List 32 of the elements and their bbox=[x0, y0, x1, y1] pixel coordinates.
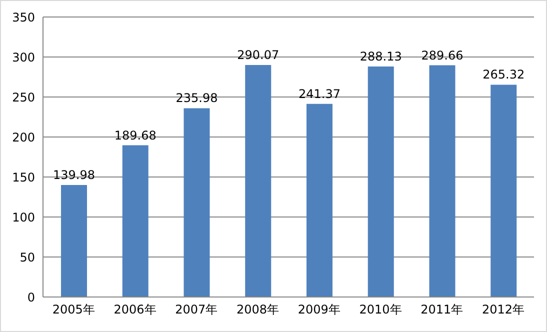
data-label: 265.32 bbox=[482, 68, 525, 82]
x-tick-label: 2008年 bbox=[236, 302, 280, 317]
bar bbox=[429, 65, 456, 297]
x-tick-label: 2005年 bbox=[52, 302, 95, 317]
data-label: 289.66 bbox=[421, 48, 464, 62]
y-tick-label: 150 bbox=[12, 170, 35, 184]
x-tick-label: 2007年 bbox=[175, 302, 218, 317]
data-label: 235.98 bbox=[176, 91, 218, 106]
data-label: 288.13 bbox=[360, 49, 402, 64]
bar bbox=[245, 64, 272, 297]
x-tick-label: 2009年 bbox=[298, 302, 340, 317]
y-tick-label: 100 bbox=[12, 210, 35, 224]
x-tick-label: 2012年 bbox=[482, 302, 525, 317]
x-tick-label: 2010年 bbox=[359, 302, 402, 317]
y-tick-label: 0 bbox=[27, 290, 35, 304]
y-tick-label: 50 bbox=[20, 250, 35, 264]
y-tick-label: 350 bbox=[12, 10, 35, 24]
bar bbox=[368, 66, 394, 297]
x-tick-label: 2011年 bbox=[420, 302, 464, 317]
bar bbox=[61, 185, 87, 297]
data-label: 139.98 bbox=[53, 168, 95, 182]
y-tick-label: 200 bbox=[12, 130, 35, 144]
y-tick-label: 300 bbox=[12, 50, 35, 64]
data-label: 241.37 bbox=[298, 86, 340, 101]
bar bbox=[306, 104, 332, 297]
x-tick-label: 2006年 bbox=[114, 302, 156, 317]
data-label: 290.07 bbox=[237, 48, 280, 62]
bar bbox=[122, 145, 148, 297]
y-tick-label: 250 bbox=[12, 90, 35, 104]
data-label: 189.68 bbox=[114, 128, 156, 142]
bar bbox=[490, 84, 517, 297]
bar bbox=[184, 108, 210, 297]
